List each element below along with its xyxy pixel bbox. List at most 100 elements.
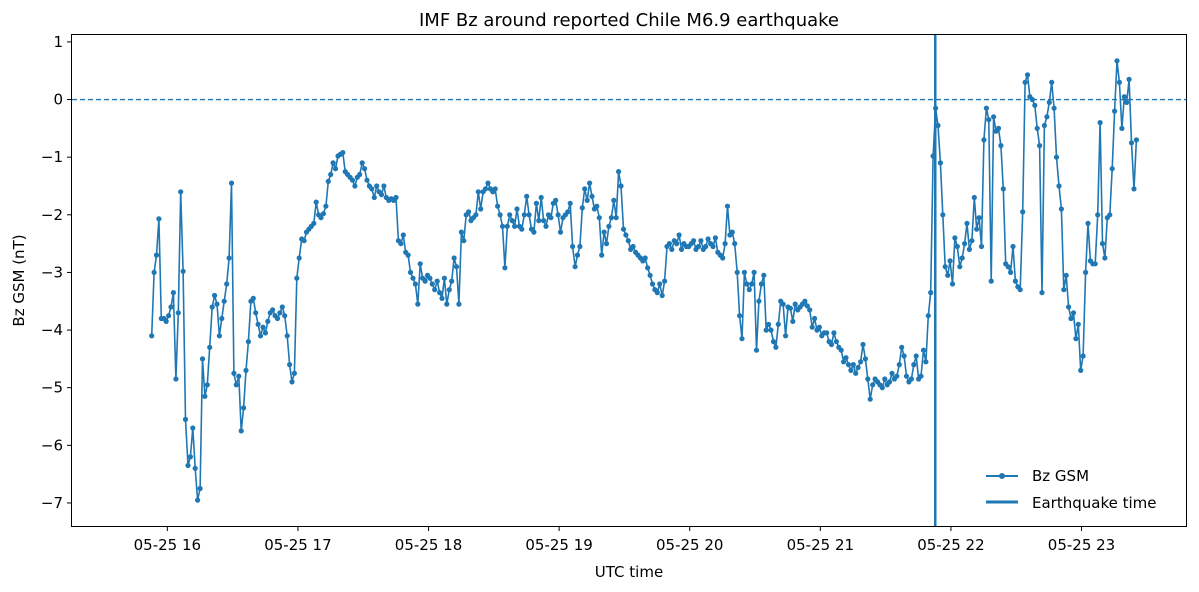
data-point	[674, 241, 680, 247]
data-point	[475, 189, 481, 195]
data-point	[332, 166, 339, 172]
data-point	[790, 318, 796, 324]
data-point	[444, 301, 450, 307]
data-point	[988, 278, 994, 284]
data-point	[962, 241, 968, 247]
data-point	[405, 252, 411, 258]
data-point	[1022, 79, 1028, 85]
data-point	[1029, 96, 1035, 103]
data-point	[497, 212, 503, 218]
data-point	[509, 218, 515, 224]
legend-bz-marker	[999, 473, 1005, 479]
legend-bz-label: Bz GSM	[1032, 467, 1089, 485]
data-point	[504, 223, 510, 229]
data-point	[238, 428, 244, 434]
x-tick-label: 05-25 23	[1048, 536, 1115, 554]
data-point	[712, 235, 719, 241]
data-point	[253, 310, 259, 316]
data-point	[831, 330, 837, 336]
data-point	[313, 199, 319, 205]
data-point	[1075, 321, 1081, 327]
data-point	[933, 105, 939, 111]
data-point	[243, 367, 249, 373]
data-point	[1080, 353, 1086, 359]
y-tick-label: 1	[53, 33, 63, 51]
x-tick-label: 05-25 20	[656, 536, 723, 554]
data-point	[770, 339, 777, 345]
data-point	[966, 246, 973, 252]
data-point	[325, 178, 331, 184]
data-point	[209, 304, 215, 310]
data-point	[865, 376, 871, 382]
data-point	[149, 333, 155, 339]
data-point	[862, 356, 869, 362]
data-point	[255, 321, 261, 327]
data-point	[616, 169, 622, 175]
data-point	[894, 373, 900, 379]
data-point	[398, 241, 404, 247]
data-point	[250, 295, 256, 301]
data-point	[478, 206, 484, 212]
data-point	[732, 241, 738, 247]
data-point	[780, 301, 786, 307]
data-point	[400, 232, 406, 238]
data-point	[182, 416, 189, 422]
data-point	[451, 255, 457, 261]
data-point	[729, 229, 735, 235]
data-point	[1112, 108, 1118, 114]
data-point	[695, 243, 702, 250]
data-point	[978, 243, 985, 250]
legend-event-label: Earthquake time	[1032, 494, 1156, 512]
data-point	[828, 341, 835, 348]
data-point	[1133, 137, 1139, 143]
data-point	[986, 117, 992, 123]
data-point	[855, 364, 861, 371]
data-point	[824, 330, 830, 336]
data-point	[739, 336, 745, 342]
data-point	[720, 255, 726, 261]
data-point	[378, 192, 385, 198]
data-point	[173, 376, 179, 382]
data-point	[957, 264, 963, 270]
y-tick-label: 0	[53, 91, 63, 109]
x-tick-label: 05-25 18	[395, 536, 462, 554]
data-point	[761, 272, 767, 278]
data-point	[737, 313, 743, 319]
data-point	[816, 324, 823, 330]
data-point	[792, 301, 798, 307]
data-point	[596, 215, 602, 221]
data-point	[724, 203, 731, 209]
data-point	[214, 301, 220, 307]
data-point	[195, 497, 201, 503]
data-point	[461, 238, 467, 244]
data-point	[207, 344, 213, 350]
data-point	[756, 298, 762, 304]
data-point	[1000, 186, 1006, 192]
data-point	[879, 385, 885, 391]
data-point	[434, 278, 440, 284]
data-point	[608, 215, 615, 221]
data-point	[446, 287, 452, 293]
data-point	[749, 281, 755, 287]
data-point	[606, 223, 612, 229]
data-point	[178, 189, 184, 195]
data-point	[867, 396, 873, 402]
data-point	[1126, 76, 1132, 82]
data-point	[180, 268, 186, 274]
data-point	[1107, 212, 1113, 218]
data-point	[311, 220, 317, 226]
data-point	[291, 370, 297, 376]
data-point	[284, 333, 290, 339]
data-point	[197, 485, 203, 492]
data-point	[584, 197, 590, 203]
data-point	[330, 160, 336, 166]
data-point	[1032, 102, 1038, 108]
data-point	[998, 143, 1004, 149]
data-point	[393, 194, 399, 201]
data-point	[231, 370, 237, 376]
data-point	[340, 150, 346, 156]
data-point	[1070, 310, 1077, 316]
data-point	[1056, 183, 1062, 189]
data-point	[930, 153, 936, 159]
data-point	[407, 269, 414, 275]
